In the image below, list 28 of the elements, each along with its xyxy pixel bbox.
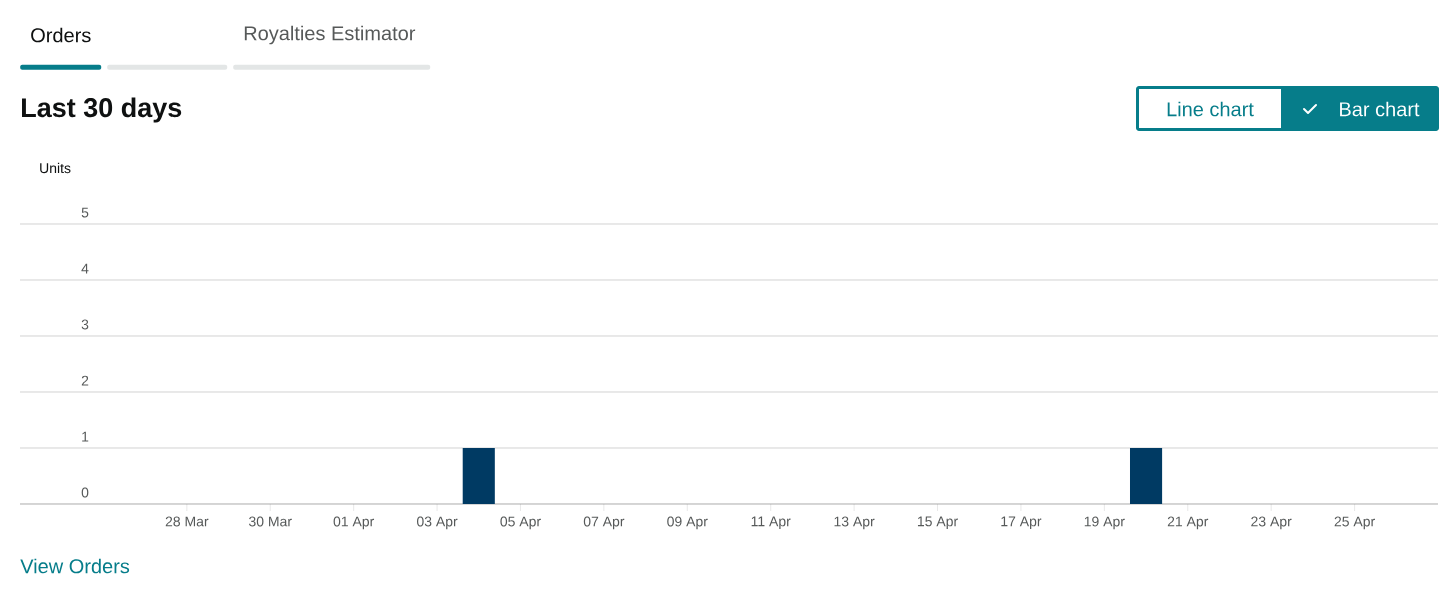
x-tick-label: 25 Apr — [1334, 516, 1375, 530]
chart-title: Last 30 days — [22, 97, 182, 123]
x-tick-label: 15 Apr — [917, 516, 958, 530]
y-tick-label: 4 — [81, 263, 89, 274]
y-tick-label: 2 — [81, 375, 89, 386]
y-tick-label: 3 — [81, 319, 89, 330]
text: Line chart — [1167, 101, 1254, 117]
x-tick-label: 21 Apr — [1167, 516, 1209, 530]
x-tick-label: 07 Apr — [583, 516, 625, 530]
x-tick-label: 13 Apr — [834, 516, 875, 530]
x-tick-label: 19 Apr — [1084, 516, 1125, 530]
y-axis-title: Units — [40, 162, 71, 174]
text: Royalties Estimator — [244, 25, 416, 45]
x-tick-label: 03 Apr — [416, 516, 458, 530]
x-tick-label: 01 Apr — [333, 516, 375, 530]
y-tick-label: 1 — [82, 431, 89, 442]
text: Bar chart — [1340, 101, 1420, 117]
x-tick-label: 30 Mar — [248, 516, 292, 527]
x-tick-label: 05 Apr — [500, 516, 541, 530]
text: View Orders — [20, 558, 130, 574]
text: Orders — [31, 27, 91, 43]
x-tick-label: 09 Apr — [667, 516, 708, 530]
x-tick-label: 28 Mar — [165, 516, 209, 527]
x-tick-label: 17 Apr — [1001, 516, 1042, 530]
y-tick-label: 5 — [81, 207, 89, 218]
y-tick-label: 0 — [81, 487, 89, 498]
x-tick-label: 11 Apr — [751, 516, 791, 530]
x-tick-label: 23 Apr — [1251, 516, 1292, 530]
